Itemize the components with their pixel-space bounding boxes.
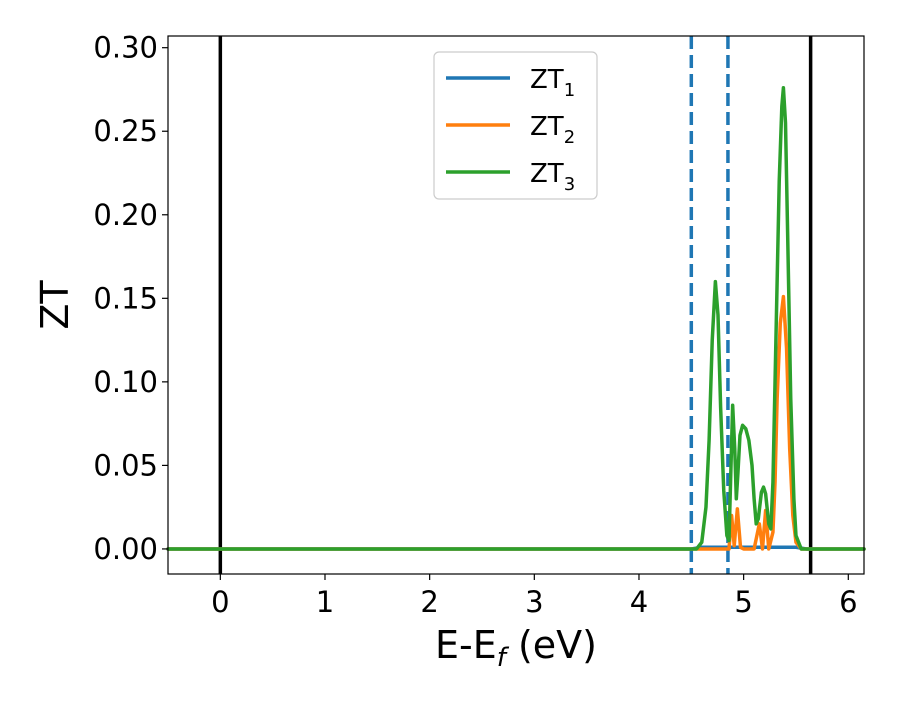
x-tick-label: 0 [211,585,229,619]
legend-box [433,51,598,200]
y-tick-label: 0.25 [93,114,158,148]
y-tick-label: 0.15 [93,281,158,315]
y-tick-label: 0.05 [93,448,158,482]
legend-entry-label: ZT [530,65,564,95]
legend-entry-label: ZT [530,159,564,189]
y-tick-label: 0.30 [93,31,158,65]
y-axis-title: ZT [33,280,77,330]
legend-entry-subscript: 2 [564,127,575,148]
series-line-zt3 [166,86,866,551]
axis-ticks: 0 1 2 3 4 5 6 0.00 0.05 0.10 0.15 0.20 0.25 0.30 [93,31,857,619]
x-axis-title-suffix: (eV) [506,623,597,667]
legend-entry: ZT3 [530,159,575,195]
reference-lines [218,36,813,574]
x-axis-title: E-Ef (eV) [435,623,597,673]
x-tick-label: 3 [525,585,543,619]
legend-entry-subscript: 1 [564,80,575,101]
y-tick-label: 0.20 [93,198,158,232]
x-tick-label: 1 [316,585,334,619]
x-tick-label: 6 [839,585,857,619]
legend-entry-subscript: 3 [564,174,575,195]
x-axis-title-base: E-E [435,623,497,667]
x-tick-label: 5 [734,585,752,619]
axis-labels: E-Ef (eV) ZT [33,280,597,673]
legend-entry: ZT2 [530,112,575,148]
y-tick-label: 0.10 [93,365,158,399]
legend-entry-label: ZT [530,112,564,142]
x-tick-label: 4 [630,585,648,619]
plot-frame [167,35,865,575]
y-tick-label: 0.00 [93,532,158,566]
legend-entry: ZT1 [530,65,575,101]
series-lines [166,86,866,551]
x-tick-label: 2 [420,585,438,619]
series-line-zt2 [166,294,866,551]
